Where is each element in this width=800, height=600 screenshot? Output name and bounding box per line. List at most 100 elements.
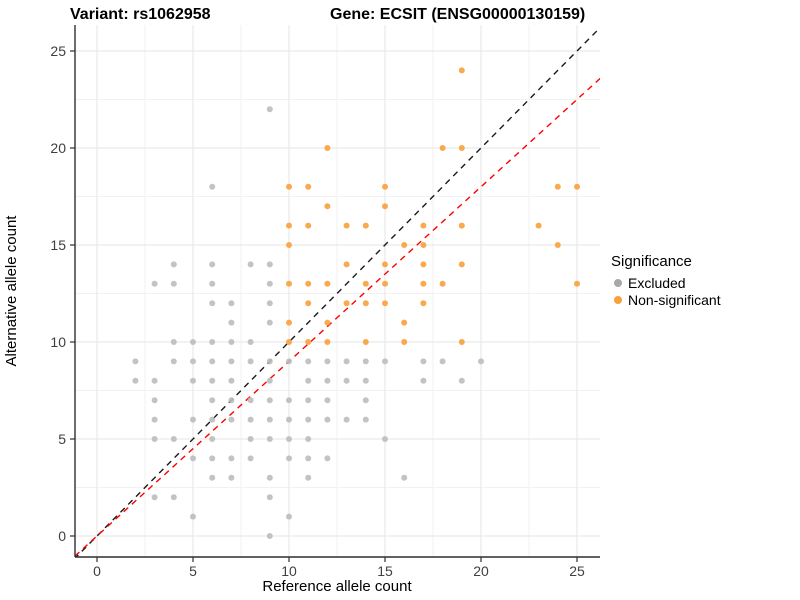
data-point-non-significant: [305, 222, 312, 229]
y-tick-label: 10: [50, 334, 66, 350]
data-point-non-significant: [382, 203, 388, 210]
data-point-excluded: [132, 358, 139, 365]
data-point-excluded: [170, 494, 177, 501]
data-point-excluded: [286, 436, 292, 442]
data-point-non-significant: [286, 242, 292, 248]
data-point-excluded: [420, 358, 427, 365]
data-point-excluded: [170, 280, 177, 287]
data-point-excluded: [420, 377, 427, 384]
x-tick-label: 10: [281, 563, 297, 579]
data-point-excluded: [170, 358, 177, 365]
data-point-non-significant: [439, 145, 446, 151]
data-point-excluded: [132, 377, 139, 384]
data-point-excluded: [190, 377, 196, 384]
data-point-non-significant: [343, 261, 350, 268]
data-point-excluded: [266, 397, 273, 404]
reference-lines: [75, 26, 600, 557]
data-point-non-significant: [458, 145, 465, 151]
data-point-non-significant: [305, 183, 312, 190]
data-point-non-significant: [420, 280, 427, 287]
data-point-excluded: [190, 513, 196, 520]
data-point-non-significant: [324, 203, 331, 210]
tick-marks: [70, 50, 578, 562]
data-point-excluded: [170, 339, 177, 345]
data-point-non-significant: [554, 242, 561, 248]
x-tick-label: 0: [93, 563, 101, 579]
data-point-excluded: [286, 513, 292, 520]
data-point-excluded: [247, 339, 254, 345]
data-point-excluded: [324, 358, 331, 365]
y-tick-label: 20: [50, 140, 66, 156]
data-point-non-significant: [382, 300, 388, 307]
data-point-excluded: [266, 533, 273, 539]
legend-item-label: Non-significant: [628, 292, 721, 308]
data-point-excluded: [209, 358, 216, 365]
data-point-non-significant: [324, 319, 331, 326]
data-point-excluded: [305, 416, 312, 423]
data-point-excluded: [305, 377, 312, 384]
gridlines: [75, 25, 600, 557]
data-point-excluded: [170, 436, 177, 442]
plot-title-gene: Gene: ECSIT (ENSG00000130159): [330, 6, 585, 23]
y-tick-label: 5: [58, 431, 66, 447]
data-point-excluded: [228, 319, 235, 326]
data-point-excluded: [343, 416, 350, 423]
data-point-non-significant: [458, 222, 465, 229]
legend-item-label: Excluded: [628, 275, 686, 291]
data-point-non-significant: [286, 319, 292, 326]
data-point-excluded: [247, 397, 254, 404]
data-point-excluded: [151, 397, 158, 404]
axis-lines: [74, 25, 600, 558]
data-point-excluded: [209, 455, 216, 462]
data-point-excluded: [170, 261, 177, 268]
data-point-excluded: [190, 339, 196, 345]
legend-title: Significance: [611, 253, 692, 270]
data-point-non-significant: [324, 280, 331, 287]
data-point-excluded: [362, 416, 369, 423]
data-point-non-significant: [305, 280, 312, 287]
data-point-excluded: [458, 377, 465, 384]
data-point-non-significant: [305, 339, 312, 345]
data-point-excluded: [228, 397, 235, 404]
data-point-excluded: [209, 280, 216, 287]
data-point-excluded: [247, 261, 254, 268]
data-point-non-significant: [574, 280, 580, 287]
data-point-excluded: [209, 339, 216, 345]
x-tick-label: 15: [377, 563, 393, 579]
data-point-non-significant: [401, 319, 408, 326]
data-point-non-significant: [362, 280, 369, 287]
data-point-excluded: [209, 397, 216, 404]
data-point-excluded: [266, 474, 273, 481]
non-significant-swatch-icon: [614, 296, 622, 304]
data-point-excluded: [305, 358, 312, 365]
data-point-non-significant: [574, 183, 580, 190]
data-point-excluded: [266, 261, 273, 268]
data-point-excluded: [209, 261, 216, 268]
data-point-non-significant: [286, 222, 292, 229]
data-point-excluded: [247, 358, 254, 365]
data-point-excluded: [266, 377, 273, 384]
data-point-non-significant: [324, 145, 331, 151]
y-tick-label: 15: [50, 237, 66, 253]
data-point-excluded: [228, 474, 235, 481]
legend: Significance Excluded Non-significant: [611, 253, 721, 308]
data-point-excluded: [228, 416, 235, 423]
data-point-excluded: [228, 455, 235, 462]
data-point-non-significant: [343, 300, 350, 307]
data-point-excluded: [247, 455, 254, 462]
data-point-excluded: [247, 436, 254, 442]
x-tick-label: 5: [189, 563, 197, 579]
data-point-excluded: [190, 416, 196, 423]
data-point-non-significant: [401, 339, 408, 345]
data-point-excluded: [151, 377, 158, 384]
legend-item-excluded: Excluded: [614, 275, 686, 291]
data-point-excluded: [209, 183, 216, 190]
excluded-swatch-icon: [614, 279, 622, 287]
data-point-excluded: [209, 474, 216, 481]
data-point-excluded: [343, 358, 350, 365]
data-point-excluded: [209, 377, 216, 384]
data-point-excluded: [266, 436, 273, 442]
data-point-excluded: [190, 455, 196, 462]
data-point-excluded: [286, 397, 292, 404]
